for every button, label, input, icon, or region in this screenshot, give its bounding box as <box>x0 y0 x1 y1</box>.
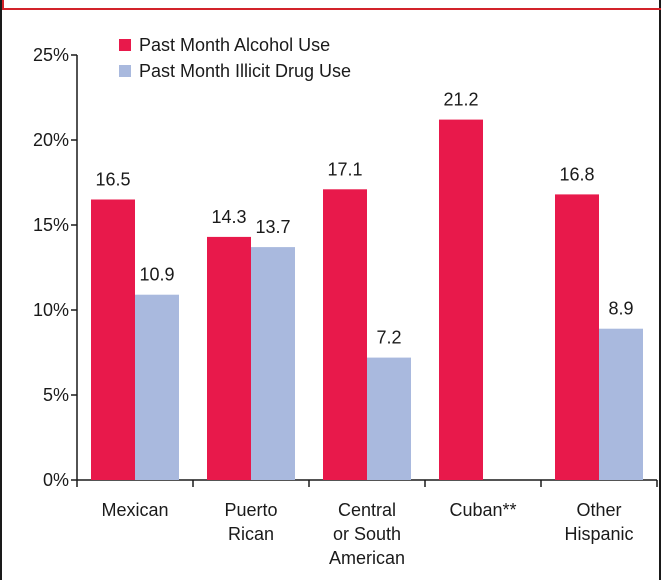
x-category-label-line: American <box>329 548 405 568</box>
x-category-label: Other Hispanic <box>564 500 633 544</box>
y-tick-label: 0% <box>43 470 69 490</box>
x-category-label-line: or South <box>333 524 401 544</box>
bars <box>91 119 643 481</box>
y-tick-label: 25% <box>33 45 69 65</box>
x-category-label: Central or South American <box>329 500 405 568</box>
y-tick-label: 20% <box>33 130 69 150</box>
y-tick-label: 10% <box>33 300 69 320</box>
bar <box>439 119 483 480</box>
data-label: 16.8 <box>559 164 594 184</box>
legend-swatch <box>119 65 131 77</box>
bar <box>599 328 643 480</box>
x-category-label-line: Other <box>576 500 621 520</box>
bar <box>135 294 179 480</box>
top-rule <box>2 0 661 10</box>
data-label: 21.2 <box>443 90 478 110</box>
axes: 0% 5% 10% 15% 20% 25% Mexican Puerto Rican Centra… <box>33 45 658 568</box>
legend-swatch <box>119 39 131 51</box>
y-tick-label: 15% <box>33 215 69 235</box>
x-category-label-line: Rican <box>228 524 274 544</box>
data-labels: 16.5 14.3 17.1 21.2 16.8 10.9 13.7 7.2 8.9 <box>95 90 633 348</box>
data-label: 17.1 <box>327 159 362 179</box>
y-tick-label: 5% <box>43 385 69 405</box>
legend-label: Past Month Alcohol Use <box>139 35 330 55</box>
data-label: 13.7 <box>255 217 290 237</box>
bar <box>323 189 367 481</box>
x-category-label: Mexican <box>101 500 168 520</box>
x-category-label: Cuban** <box>449 500 516 520</box>
x-category-label-line: Hispanic <box>564 524 633 544</box>
data-label: 16.5 <box>95 170 130 190</box>
bar <box>555 194 599 480</box>
x-category-label-line: Cuban** <box>449 500 516 520</box>
data-label: 7.2 <box>376 328 401 348</box>
legend: Past Month Alcohol Use Past Month Illicit… <box>119 35 351 81</box>
x-category-label-line: Puerto <box>224 500 277 520</box>
data-label: 8.9 <box>608 299 633 319</box>
x-category-label-line: Central <box>338 500 396 520</box>
x-category-label: Puerto Rican <box>224 500 277 544</box>
bar <box>251 247 295 480</box>
x-category-label-line: Mexican <box>101 500 168 520</box>
data-label: 14.3 <box>211 207 246 227</box>
bar <box>207 236 251 480</box>
legend-label: Past Month Illicit Drug Use <box>139 61 351 81</box>
bar <box>367 357 411 480</box>
data-label: 10.9 <box>139 265 174 285</box>
bar <box>91 199 135 480</box>
